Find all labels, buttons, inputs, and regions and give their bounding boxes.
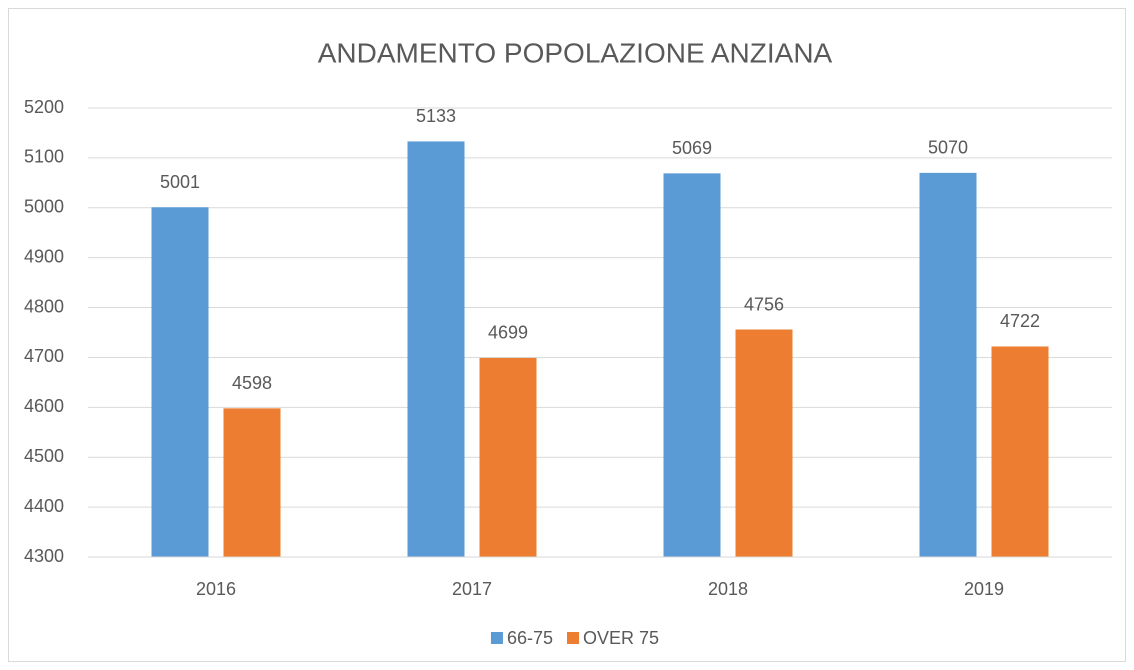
y-tick-label: 4700	[24, 346, 64, 366]
data-label: 4598	[232, 373, 272, 393]
y-tick-label: 4900	[24, 246, 64, 266]
legend-swatch	[567, 632, 579, 644]
data-label: 4699	[488, 323, 528, 343]
y-tick-label: 4800	[24, 296, 64, 316]
bar	[735, 329, 793, 557]
x-tick-label: 2016	[196, 579, 236, 599]
x-tick-label: 2017	[452, 579, 492, 599]
y-tick-label: 4300	[24, 546, 64, 566]
y-tick-label: 5100	[24, 147, 64, 167]
bar	[479, 357, 537, 557]
data-label: 5070	[928, 138, 968, 158]
data-label: 4756	[744, 294, 784, 314]
bar	[991, 346, 1049, 557]
y-tick-label: 5200	[24, 97, 64, 117]
x-tick-label: 2018	[708, 579, 748, 599]
y-tick-label: 4400	[24, 496, 64, 516]
legend-label: 66-75	[507, 628, 553, 648]
data-label: 5069	[672, 138, 712, 158]
chart-title: ANDAMENTO POPOLAZIONE ANZIANA	[318, 37, 833, 68]
data-label: 5133	[416, 106, 456, 126]
bar	[919, 172, 977, 557]
data-label: 5001	[160, 172, 200, 192]
y-tick-label: 5000	[24, 197, 64, 217]
legend-label: OVER 75	[583, 628, 659, 648]
data-label: 4722	[1000, 311, 1040, 331]
bar	[151, 207, 209, 558]
y-tick-label: 4600	[24, 396, 64, 416]
bar	[663, 173, 721, 558]
bar	[223, 408, 281, 557]
y-tick-label: 4500	[24, 446, 64, 466]
x-tick-label: 2019	[964, 579, 1004, 599]
legend-swatch	[490, 632, 503, 644]
bar	[407, 141, 465, 558]
